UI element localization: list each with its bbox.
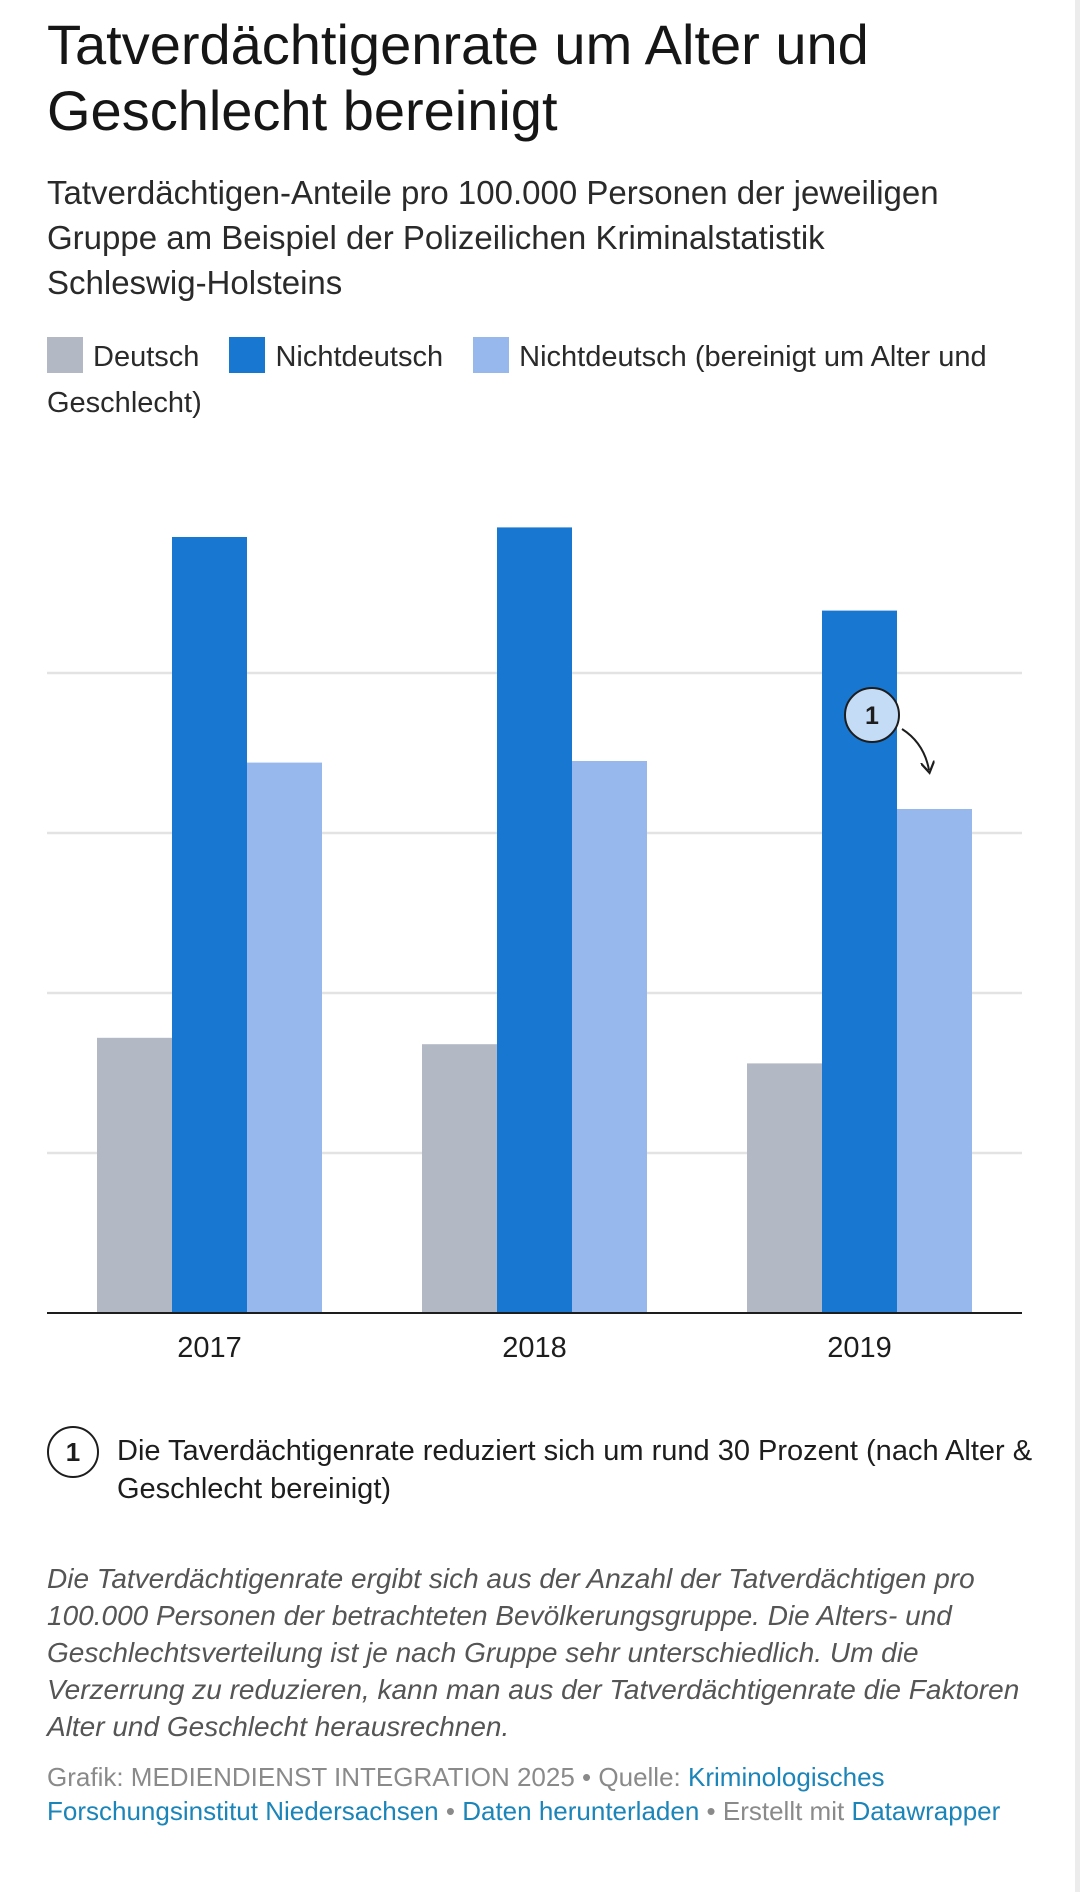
footer-made-with: Erstellt mit	[722, 1796, 845, 1826]
annotation-marker	[844, 687, 900, 743]
legend-swatch-nichtdeutsch	[229, 337, 266, 373]
legend-item-nichtdeutsch-bereinigt: Nichtdeutsch (bereinigt um Alter und Ges…	[47, 337, 987, 419]
footer-separator: •	[706, 1796, 716, 1826]
download-data-link[interactable]: Daten herunterladen	[462, 1796, 700, 1826]
footer-separator: •	[582, 1762, 592, 1792]
bar-2018-series-1	[497, 527, 572, 1313]
chart-description: Die Tatverdächtigenrate ergibt sich aus …	[47, 1563, 1020, 1742]
footer-separator: •	[445, 1796, 455, 1826]
bar-2017-series-0	[97, 1037, 172, 1313]
legend-label-nichtdeutsch: Nichtdeutsch	[275, 341, 444, 373]
chart-title: Tatverdächtigenrate um Alter und Geschle…	[47, 13, 869, 142]
chart-legend: Deutsch Nichtdeutsch Nichtdeutsch (berei…	[47, 334, 1027, 426]
bar-2019-series-0	[747, 1063, 822, 1313]
bars	[97, 527, 972, 1313]
legend-label-deutsch: Deutsch	[93, 341, 200, 373]
legend-item-nichtdeutsch: Nichtdeutsch	[229, 337, 444, 373]
legend-swatch-deutsch	[47, 337, 83, 373]
annotation-arrow	[901, 728, 929, 770]
source-link[interactable]: Kriminologisches Forschungsinstitut Nied…	[47, 1762, 885, 1826]
legend-label-nichtdeutsch-bereinigt: Nichtdeutsch (bereinigt um Alter und Ges…	[47, 341, 987, 419]
note-text: Die Taverdächtigenrate reduziert sich um…	[117, 1435, 1033, 1505]
chart-annotation: 1	[844, 687, 929, 770]
x-tick-label: 2019	[827, 1332, 892, 1364]
x-tick-label: 2018	[502, 1332, 567, 1364]
legend-item-deutsch: Deutsch	[47, 337, 200, 373]
bar-2017-series-2	[247, 762, 322, 1313]
x-tick-label: 2017	[177, 1332, 242, 1364]
chart-subtitle: Tatverdächtigen-Anteile pro 100.000 Pers…	[47, 174, 939, 301]
bar-chart: 2017 2018 2019 1	[47, 527, 1022, 1364]
bar-2018-series-0	[422, 1044, 497, 1313]
note-marker: 1	[47, 1426, 99, 1478]
datawrapper-link[interactable]: Datawrapper	[851, 1796, 1001, 1826]
annotation-marker-label: 1	[865, 702, 879, 730]
footer-credit: Grafik: MEDIENDIENST INTEGRATION 2025	[47, 1762, 575, 1792]
x-axis: 2017 2018 2019	[47, 1312, 1022, 1364]
bar-2018-series-2	[572, 761, 647, 1313]
legend-swatch-nichtdeutsch-bereinigt	[473, 337, 510, 373]
chart-footer: Grafik: MEDIENDIENST INTEGRATION 2025 • …	[47, 1760, 1007, 1828]
scrollbar-track[interactable]	[1075, 0, 1080, 1892]
bar-2019-series-2	[897, 809, 972, 1313]
footer-source-label: Quelle:	[598, 1762, 681, 1792]
bar-2017-series-1	[172, 537, 247, 1313]
